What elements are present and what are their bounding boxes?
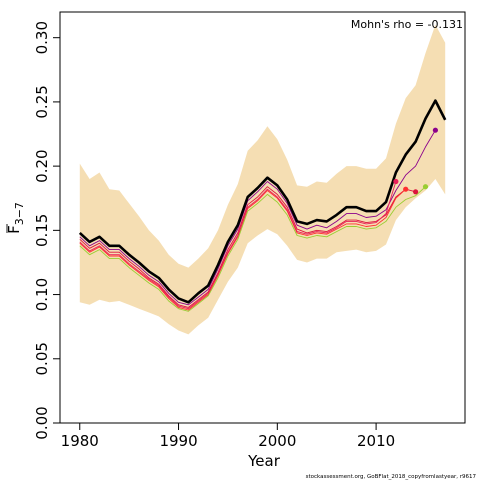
y-tick-label: 0.25 — [33, 85, 51, 118]
y-tick-label-group: 0.00 — [33, 406, 51, 439]
y-tick-label-group: 0.05 — [33, 342, 51, 375]
x-tick-label: 2000 — [258, 432, 296, 450]
series-line-5 — [79, 186, 426, 312]
series-end-markers — [393, 127, 438, 195]
y-tick-label-group: 0.20 — [33, 149, 51, 182]
series-end-point-2 — [413, 189, 419, 195]
y-tick-label: 0.10 — [33, 278, 51, 311]
y-axis-title-main: F — [5, 225, 23, 234]
mohns-rho-annotation: Mohn's rho = -0.131 — [351, 18, 463, 31]
y-axis-title: F3−7 — [5, 202, 26, 234]
y-tick-label: 0.15 — [33, 214, 51, 247]
y-tick-label: 0.20 — [33, 149, 51, 182]
y-axis: 0.00 0.05 0.10 0.15 0.20 0.25 0.30 — [33, 21, 60, 440]
svg-text:F3−7: F3−7 — [5, 202, 26, 234]
y-tick-label-group: 0.30 — [33, 21, 51, 54]
y-axis-title-subscript: 3−7 — [13, 202, 26, 225]
y-tick-label: 0.00 — [33, 406, 51, 439]
x-tick-label: 2010 — [357, 432, 395, 450]
series-end-point-5 — [422, 184, 429, 190]
footer-note: stockassessment.org, GoBFlat_2018_copyfr… — [306, 474, 477, 480]
y-tick-label: 0.30 — [33, 21, 51, 54]
series-end-point-3 — [403, 186, 409, 192]
x-axis: 1980 1990 2000 2010 — [61, 423, 395, 450]
series-line-4 — [79, 181, 397, 310]
y-tick-label-group: 0.25 — [33, 85, 51, 118]
series-lines — [78, 99, 447, 312]
confidence-band-area — [79, 24, 446, 335]
series-end-point-4 — [393, 178, 399, 185]
x-axis-title: Year — [247, 452, 281, 470]
x-tick-label: 1980 — [61, 432, 99, 450]
y-tick-label-group: 0.10 — [33, 278, 51, 311]
series-line-1 — [79, 129, 436, 306]
y-tick-label-group: 0.15 — [33, 214, 51, 247]
plot-frame — [59, 11, 466, 424]
series-line-0 — [78, 99, 447, 304]
confidence-band — [79, 24, 446, 335]
series-line-2 — [79, 186, 416, 308]
series-end-point-1 — [432, 127, 438, 133]
x-tick-label: 1990 — [159, 432, 197, 450]
y-tick-label: 0.05 — [33, 342, 51, 375]
